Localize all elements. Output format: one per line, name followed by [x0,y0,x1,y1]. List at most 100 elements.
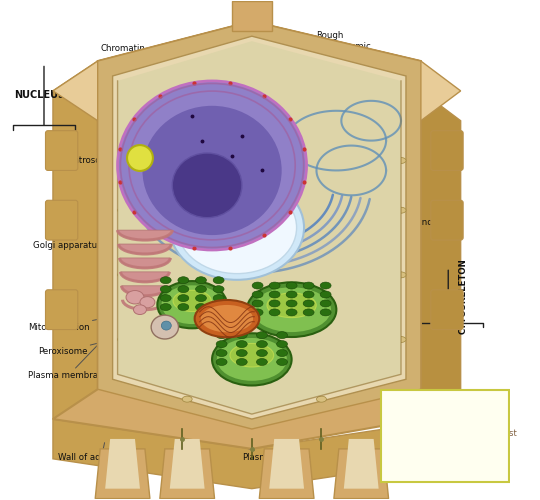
Ellipse shape [237,332,247,338]
Ellipse shape [286,300,297,307]
Ellipse shape [396,272,406,278]
Ellipse shape [172,153,242,218]
Ellipse shape [256,350,267,356]
Polygon shape [118,230,172,240]
Text: Golgi apparatus: Golgi apparatus [33,240,130,250]
Text: Peroxisome: Peroxisome [38,335,130,356]
Ellipse shape [316,396,326,402]
Ellipse shape [396,336,406,342]
Ellipse shape [286,282,297,289]
Text: Centrosome: Centrosome [63,156,125,165]
FancyBboxPatch shape [45,290,78,330]
FancyBboxPatch shape [431,200,463,240]
Ellipse shape [194,300,259,338]
Ellipse shape [177,182,296,274]
Text: Nuclear envelope: Nuclear envelope [80,96,156,124]
Ellipse shape [118,158,127,164]
Ellipse shape [118,272,127,278]
Text: Microfilaments: Microfilaments [312,266,410,276]
Ellipse shape [217,338,287,381]
Ellipse shape [195,294,206,302]
Polygon shape [122,286,168,296]
Ellipse shape [230,344,274,367]
Ellipse shape [396,207,406,213]
Text: Smooth
endoplasmic
reticulum: Smooth endoplasmic reticulum [309,101,396,149]
Ellipse shape [269,291,280,298]
Ellipse shape [133,305,146,314]
Polygon shape [98,22,421,429]
Ellipse shape [276,350,287,356]
Ellipse shape [182,396,192,402]
Ellipse shape [173,290,211,312]
Ellipse shape [151,315,179,339]
Ellipse shape [252,309,263,316]
Text: Nucleolus: Nucleolus [100,68,180,104]
Polygon shape [119,258,170,268]
Ellipse shape [126,290,144,304]
Ellipse shape [213,286,224,292]
Ellipse shape [303,291,314,298]
Ellipse shape [237,350,247,356]
Ellipse shape [320,291,331,298]
Ellipse shape [160,294,171,302]
Ellipse shape [286,291,297,298]
Ellipse shape [178,294,189,302]
Ellipse shape [212,334,292,386]
Ellipse shape [247,406,257,412]
Ellipse shape [213,276,224,283]
FancyBboxPatch shape [381,390,509,482]
Ellipse shape [320,282,331,289]
Text: Chloroplasts: Chloroplasts [389,412,442,422]
Text: Chromatin: Chromatin [100,44,205,82]
Ellipse shape [371,366,381,372]
Text: Microtubules: Microtubules [312,316,402,325]
Polygon shape [113,36,406,419]
Ellipse shape [237,340,247,347]
Ellipse shape [303,282,314,289]
Ellipse shape [140,296,155,308]
Ellipse shape [170,176,304,280]
Text: Rough
endoplasmic
reticulum: Rough endoplasmic reticulum [284,31,371,118]
Ellipse shape [320,300,331,307]
Polygon shape [421,91,461,449]
Polygon shape [269,439,304,488]
Ellipse shape [143,106,282,235]
Ellipse shape [256,358,267,366]
Ellipse shape [256,332,267,338]
Ellipse shape [195,276,206,283]
Ellipse shape [303,309,314,316]
Text: CYTOSKELETON: CYTOSKELETON [458,258,467,334]
Text: Plasma membrane: Plasma membrane [28,332,111,380]
Polygon shape [232,2,272,31]
FancyBboxPatch shape [45,200,78,240]
Ellipse shape [201,305,253,332]
Ellipse shape [269,309,280,316]
Polygon shape [119,244,171,254]
Ellipse shape [216,332,227,338]
Polygon shape [120,272,170,282]
Ellipse shape [252,291,263,298]
Polygon shape [118,41,401,414]
Polygon shape [53,22,461,120]
Ellipse shape [160,276,171,283]
Text: Wall of adjacent cell: Wall of adjacent cell [58,442,145,462]
Ellipse shape [216,358,227,366]
Ellipse shape [216,350,227,356]
Ellipse shape [237,358,247,366]
Text: Plasmodesmata: Plasmodesmata [210,436,310,462]
Ellipse shape [178,276,189,283]
Ellipse shape [247,282,336,337]
Ellipse shape [161,286,223,324]
Polygon shape [53,61,98,419]
Ellipse shape [118,81,307,250]
Ellipse shape [213,294,224,302]
Polygon shape [105,439,140,488]
Text: Plasmodesmata: Plasmodesmata [389,460,456,469]
Ellipse shape [127,145,153,171]
Polygon shape [344,439,379,488]
Ellipse shape [252,282,263,289]
Polygon shape [53,22,421,449]
Ellipse shape [157,281,227,328]
Ellipse shape [303,300,314,307]
Ellipse shape [160,286,171,292]
